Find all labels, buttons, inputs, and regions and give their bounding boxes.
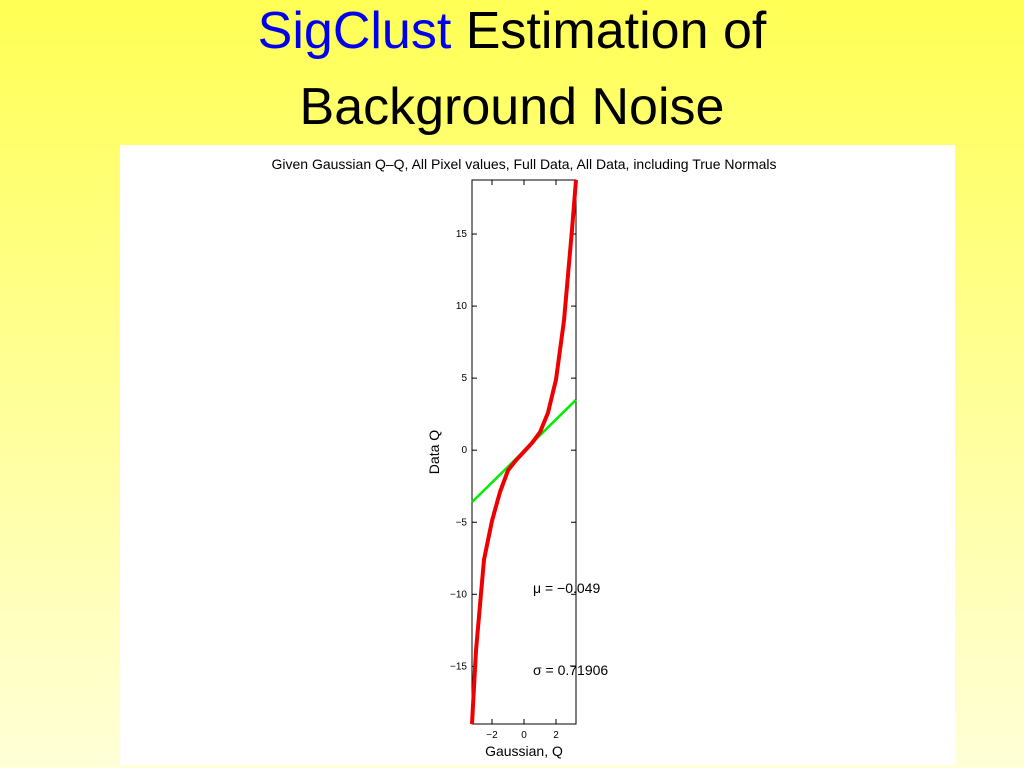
x-tick-label: 2 [553,730,559,741]
y-tick-label: −5 [456,517,468,528]
chart-panel [120,145,955,765]
x-tick-label: 0 [521,730,527,741]
y-tick-label: −15 [450,661,467,672]
y-tick-label: 5 [461,373,467,384]
x-tick-label: −2 [486,730,498,741]
slide-title: SigClust Estimation of [258,2,767,60]
y-axis-label: Data Q [426,430,442,474]
x-axis-label: Gaussian, Q [485,743,563,759]
annotation: μ = −0.049 [533,580,600,596]
y-tick-label: 0 [461,445,467,456]
y-tick-label: 10 [456,301,468,312]
y-tick-label: 15 [456,229,468,240]
title-line2: Background Noise [300,78,725,136]
chart-title: Given Gaussian Q–Q, All Pixel values, Fu… [272,156,777,172]
y-tick-label: −10 [450,589,467,600]
data-line [470,179,578,725]
title-highlight: SigClust [258,2,452,60]
annotation: σ = 0.71906 [533,662,608,678]
title-line1: Estimation of [466,2,767,60]
